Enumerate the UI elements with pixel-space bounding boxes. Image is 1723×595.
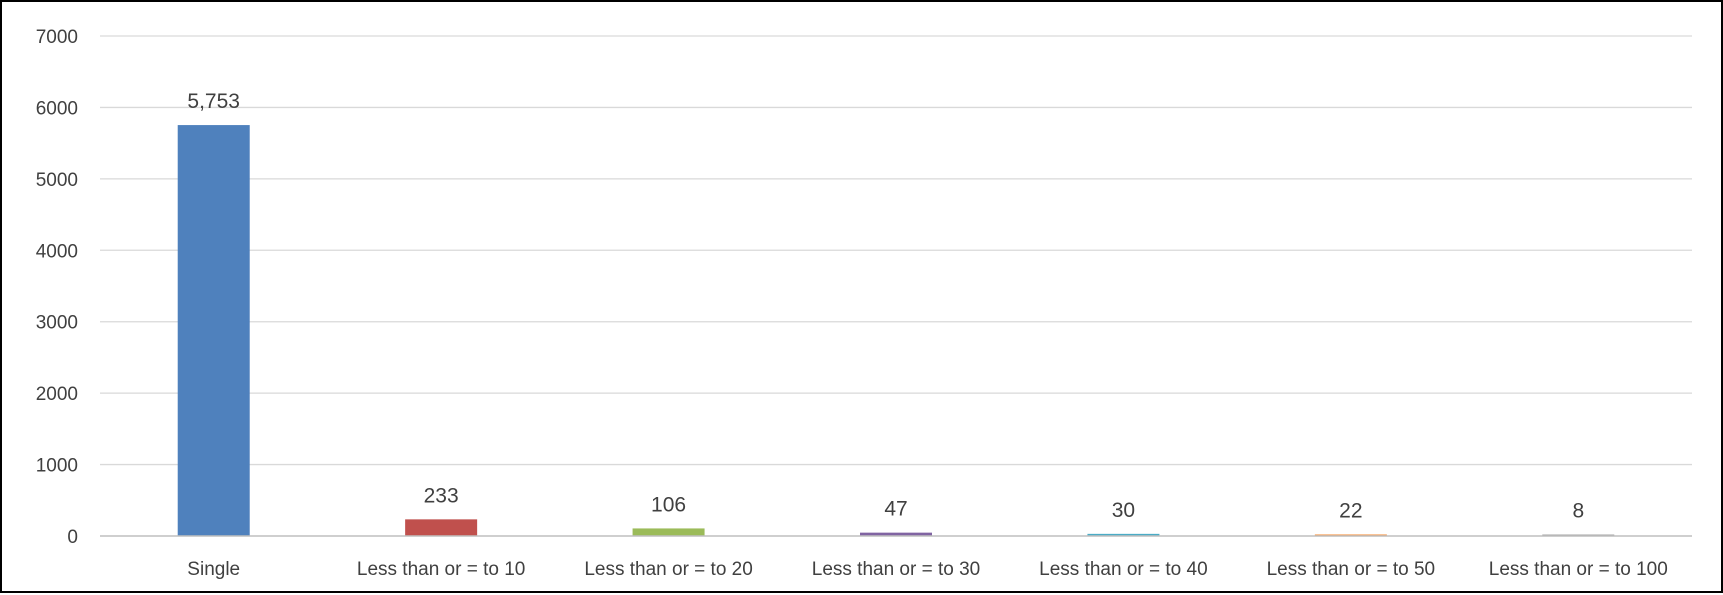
y-tick-label: 4000: [36, 241, 78, 262]
y-tick-label: 3000: [36, 313, 78, 334]
bar: [860, 532, 932, 536]
y-tick-label: 2000: [36, 384, 78, 405]
data-label: 22: [1339, 499, 1362, 522]
bars: [177, 125, 1615, 537]
bar: [1314, 534, 1387, 536]
data-label: 30: [1112, 499, 1135, 522]
x-category-label: Less than or = to 50: [1267, 559, 1435, 580]
y-axis-ticks: 0 1000 2000 3000 4000 5000 6000 7000: [36, 27, 78, 548]
bar: [1087, 533, 1160, 536]
y-tick-label: 6000: [36, 98, 78, 119]
y-tick-label: 5000: [36, 170, 78, 191]
data-label: 8: [1572, 500, 1584, 523]
gridlines: [100, 35, 1692, 466]
data-label: 5,753: [187, 90, 240, 113]
x-category-label: Less than or = to 30: [812, 559, 980, 580]
data-label: 233: [424, 484, 459, 507]
data-label: 47: [884, 498, 907, 521]
y-tick-label: 1000: [36, 456, 78, 477]
bar: [177, 125, 250, 537]
x-category-label: Less than or = to 10: [357, 559, 525, 580]
x-category-label: Less than or = to 20: [584, 559, 752, 580]
x-category-label: Less than or = to 40: [1039, 559, 1207, 580]
y-tick-label: 7000: [36, 27, 78, 48]
x-category-label: Single: [187, 559, 240, 580]
x-category-label: Less than or = to 100: [1489, 559, 1668, 580]
bar: [632, 528, 705, 536]
x-axis-categories: Single Less than or = to 10 Less than or =…: [187, 559, 1668, 580]
data-label: 106: [651, 493, 686, 516]
data-labels: 5,753 233 106 47 30 22 8: [187, 90, 1584, 522]
y-tick-label: 0: [67, 527, 78, 548]
bar: [405, 519, 478, 536]
